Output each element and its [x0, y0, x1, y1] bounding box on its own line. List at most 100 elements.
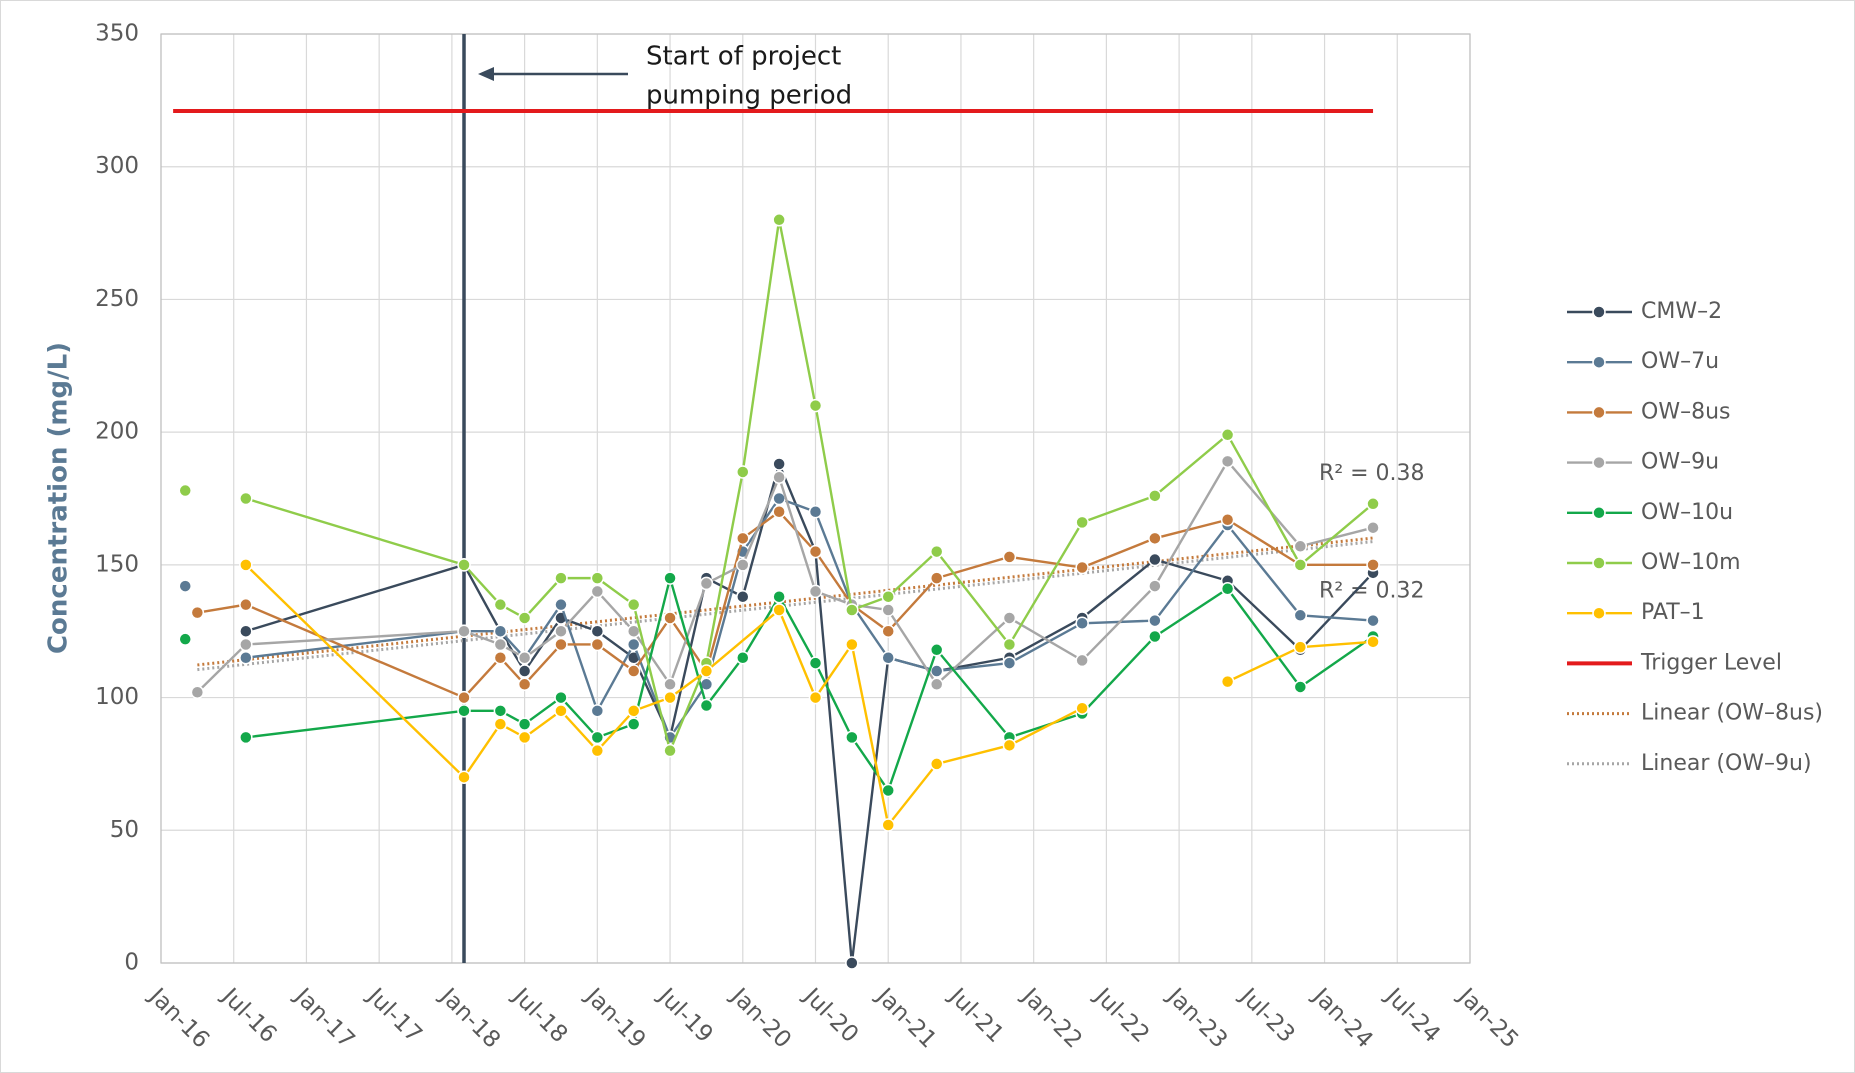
data-point	[663, 677, 677, 692]
trend-line	[197, 536, 1374, 667]
data-point	[1148, 531, 1162, 546]
data-point	[772, 457, 786, 471]
data-point	[517, 651, 532, 665]
data-point	[845, 730, 859, 745]
data-point	[493, 717, 508, 731]
data-point	[699, 576, 714, 591]
data-point	[699, 664, 714, 678]
data-point	[554, 624, 568, 638]
data-point	[663, 743, 677, 758]
data-point	[457, 690, 471, 705]
data-point	[663, 571, 677, 585]
data-point	[929, 571, 944, 585]
data-point	[626, 624, 641, 638]
data-point	[881, 624, 895, 638]
data-point	[1220, 674, 1235, 689]
data-point	[590, 637, 605, 652]
data-point	[1148, 552, 1162, 567]
data-point	[1148, 489, 1162, 503]
data-point	[239, 558, 253, 572]
data-point	[1075, 616, 1089, 631]
data-point	[929, 757, 944, 771]
legend-marker	[1592, 556, 1606, 570]
data-point	[517, 664, 532, 678]
data-point	[517, 717, 532, 731]
y-tick-label: 250	[95, 286, 139, 312]
legend-marker	[1592, 606, 1606, 620]
y-axis-title: Concentration (mg/L)	[44, 342, 74, 654]
legend-marker	[1592, 455, 1606, 470]
legend-label: OW–8us	[1641, 399, 1730, 424]
data-point	[1075, 560, 1089, 575]
legend-label: OW–9u	[1641, 450, 1719, 475]
legend-label: Trigger Level	[1640, 650, 1782, 675]
data-point	[1293, 680, 1308, 694]
data-point	[663, 690, 677, 705]
plot-border	[160, 33, 1471, 964]
y-tick-label: 200	[95, 419, 139, 445]
legend-label: CMW–2	[1641, 299, 1722, 324]
data-point	[808, 656, 823, 670]
legend-label: Linear (OW–9u)	[1641, 751, 1812, 776]
data-point	[626, 664, 641, 678]
data-point	[736, 558, 750, 572]
data-point	[929, 664, 944, 678]
data-point	[590, 584, 605, 599]
data-point	[239, 491, 253, 506]
data-point	[590, 704, 605, 718]
legend-label: PAT–1	[1641, 600, 1705, 625]
data-point	[1220, 581, 1235, 596]
data-point	[1366, 558, 1380, 572]
data-point	[554, 637, 568, 652]
legend-label: OW–10m	[1641, 550, 1741, 575]
data-point	[239, 597, 253, 612]
data-point	[1220, 454, 1235, 469]
y-tick-label: 350	[95, 21, 139, 47]
data-point	[929, 643, 944, 657]
data-point	[736, 651, 750, 665]
data-point	[590, 743, 605, 758]
data-point	[1366, 497, 1380, 511]
data-point	[517, 677, 532, 692]
data-point	[1293, 608, 1308, 623]
legend-marker	[1592, 405, 1606, 420]
data-point	[457, 624, 471, 638]
data-point	[239, 651, 253, 665]
data-point	[590, 571, 605, 585]
data-point	[881, 589, 895, 604]
data-point	[493, 651, 508, 665]
series-line	[196, 459, 1374, 694]
data-point	[1148, 613, 1162, 628]
legend-label: Linear (OW–8us)	[1641, 701, 1823, 726]
data-point	[736, 531, 750, 546]
data-point	[239, 637, 253, 652]
data-point	[554, 597, 568, 612]
data-point	[1293, 640, 1308, 654]
data-point	[626, 704, 641, 718]
data-point	[1002, 738, 1017, 753]
series-line	[197, 510, 1374, 700]
data-point	[1293, 558, 1308, 572]
data-point	[590, 624, 605, 638]
data-point	[239, 624, 253, 638]
data-point	[772, 603, 786, 617]
data-point	[881, 783, 895, 798]
data-point	[626, 717, 641, 731]
data-point	[457, 704, 471, 718]
data-point	[626, 597, 641, 612]
data-point	[808, 398, 823, 413]
data-point	[178, 579, 192, 593]
data-point	[881, 651, 895, 665]
data-point	[1366, 520, 1380, 535]
data-point	[517, 730, 532, 745]
data-point	[845, 603, 859, 617]
legend-label: OW–10u	[1641, 500, 1733, 525]
data-point	[493, 704, 508, 718]
data-point	[772, 213, 786, 227]
data-point	[1002, 637, 1017, 652]
legend-marker	[1592, 506, 1606, 520]
data-point	[590, 730, 605, 745]
data-point	[845, 956, 859, 970]
